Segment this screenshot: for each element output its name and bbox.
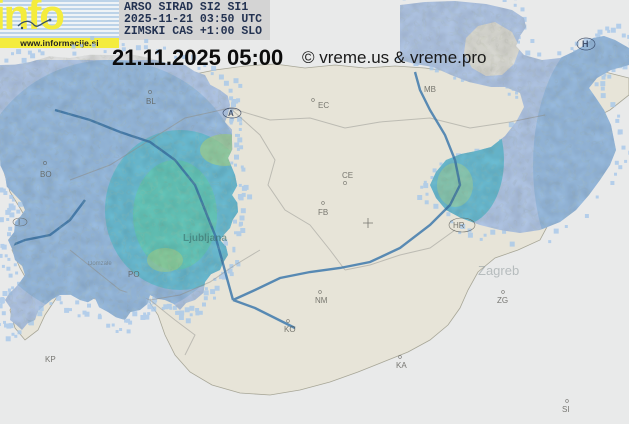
- svg-text:EC: EC: [318, 101, 329, 110]
- svg-text:MB: MB: [424, 85, 436, 94]
- svg-text:FB: FB: [318, 208, 328, 217]
- svg-text:ZG: ZG: [497, 296, 508, 305]
- svg-text:PO: PO: [128, 270, 140, 279]
- svg-text:Zagreb: Zagreb: [478, 263, 519, 278]
- svg-text:H: H: [582, 39, 589, 49]
- svg-text:BO: BO: [40, 170, 52, 179]
- svg-text:SI: SI: [562, 405, 570, 414]
- svg-text:Domzale: Domzale: [88, 261, 112, 267]
- svg-text:A: A: [228, 109, 234, 118]
- svg-text:HR: HR: [453, 221, 465, 230]
- svg-text:CE: CE: [342, 171, 353, 180]
- svg-text:I: I: [18, 218, 20, 227]
- svg-text:NM: NM: [315, 296, 328, 305]
- svg-text:KA: KA: [396, 361, 407, 370]
- svg-text:BL: BL: [146, 97, 156, 106]
- svg-text:KP: KP: [45, 355, 56, 364]
- svg-text:Ljubljana: Ljubljana: [183, 233, 227, 244]
- svg-text:KO: KO: [284, 325, 296, 334]
